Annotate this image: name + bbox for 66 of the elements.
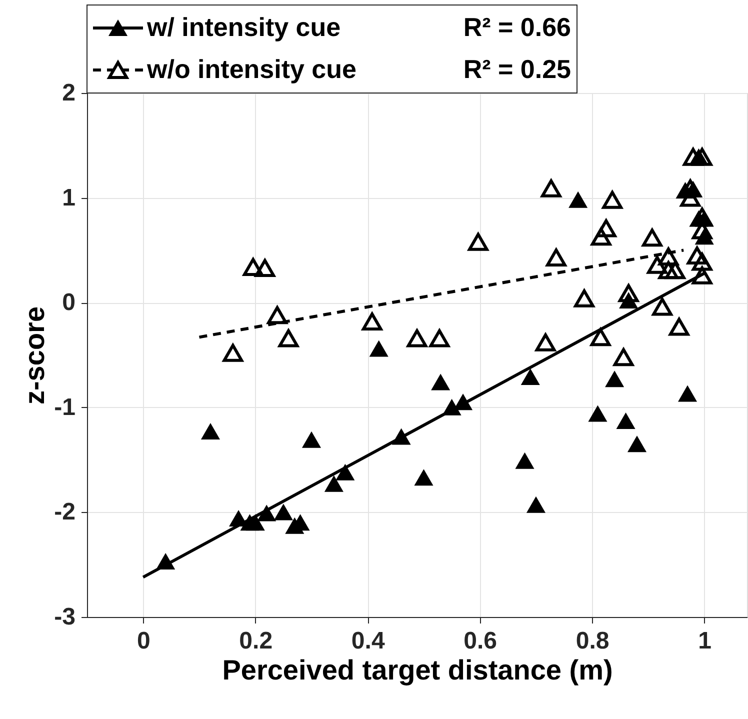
- point: [222, 344, 244, 362]
- x-tick-label: 0.2: [239, 628, 273, 654]
- y-tick-label: -1: [54, 394, 76, 421]
- y-tick-label: 1: [62, 184, 76, 212]
- point: [686, 246, 708, 264]
- point: [521, 369, 540, 386]
- point: [431, 374, 450, 390]
- y-axis-title: z-score: [19, 306, 50, 405]
- x-tick-label: 0.4: [351, 628, 386, 654]
- legend-label: w/ intensity cue: [146, 12, 341, 42]
- point: [370, 340, 388, 357]
- point: [590, 228, 612, 246]
- point: [526, 496, 546, 513]
- point: [540, 179, 562, 198]
- point: [468, 232, 488, 251]
- point: [628, 436, 646, 452]
- y-tick-label: 2: [62, 80, 76, 106]
- y-tick-label: -3: [54, 604, 76, 630]
- x-tick-label: 0: [136, 628, 150, 654]
- point: [362, 312, 382, 330]
- point: [618, 284, 639, 302]
- point: [246, 514, 265, 531]
- point: [602, 190, 622, 209]
- point: [692, 266, 712, 284]
- legend-label: w/o intensity cue: [146, 54, 356, 84]
- point: [616, 413, 635, 430]
- point: [535, 333, 556, 352]
- x-tick-label: 1: [698, 628, 712, 654]
- point: [682, 148, 704, 166]
- point: [546, 248, 566, 267]
- point: [336, 464, 354, 480]
- point: [568, 192, 588, 208]
- point: [574, 289, 594, 308]
- point: [596, 219, 616, 238]
- point: [605, 371, 624, 388]
- y-tick-label: -2: [54, 498, 76, 526]
- point: [516, 452, 534, 469]
- x-tick-label: 0.8: [576, 628, 610, 654]
- point: [668, 318, 690, 336]
- point: [324, 476, 344, 492]
- text: R² = 0.25: [463, 54, 571, 84]
- text: R² = 0.66: [463, 12, 571, 42]
- point: [678, 386, 697, 402]
- point: [692, 148, 712, 166]
- point: [242, 258, 264, 276]
- y-tick-label: 0: [62, 289, 76, 316]
- point: [254, 259, 276, 278]
- point: [590, 328, 611, 346]
- point: [278, 329, 299, 348]
- point: [267, 306, 288, 324]
- point: [201, 424, 220, 440]
- x-tick-label: 0.6: [464, 628, 498, 654]
- point: [588, 406, 607, 422]
- point: [274, 504, 293, 520]
- point: [658, 247, 679, 266]
- point: [652, 298, 672, 316]
- point: [613, 348, 634, 366]
- point: [302, 432, 321, 448]
- point: [692, 252, 712, 271]
- x-axis-title: Perceived target distance (m): [222, 654, 613, 686]
- point: [414, 470, 433, 486]
- point: [647, 256, 668, 274]
- point: [429, 329, 450, 348]
- point: [406, 329, 428, 348]
- point: [665, 261, 686, 280]
- point: [642, 228, 662, 247]
